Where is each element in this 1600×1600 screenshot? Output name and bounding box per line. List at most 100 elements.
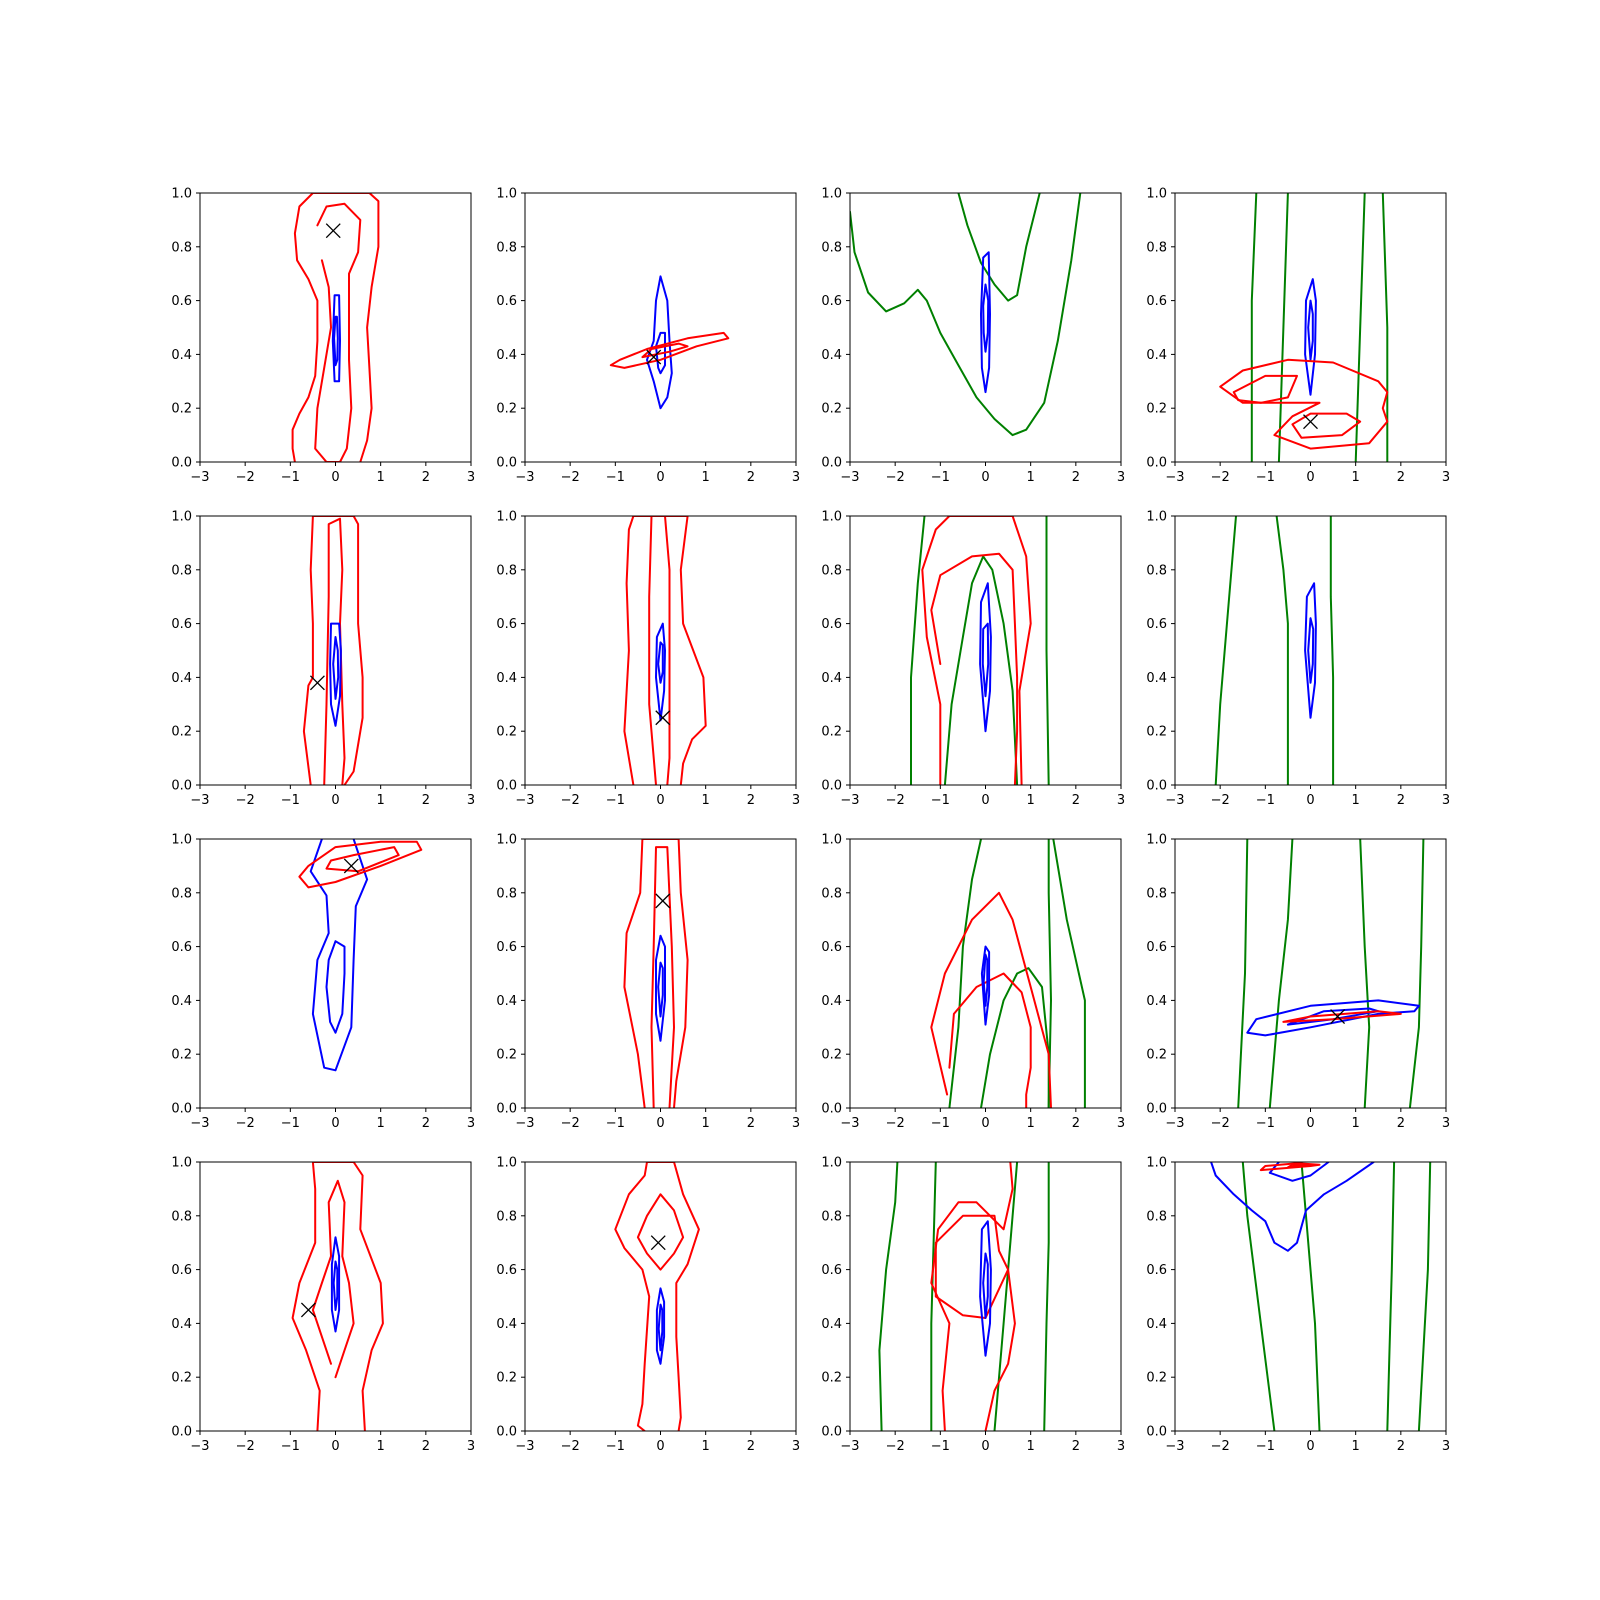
blue-contour-line (982, 953, 989, 1007)
x-tick-label: −1 (1256, 470, 1275, 485)
y-tick-label: 0.4 (1146, 994, 1167, 1009)
y-tick-label: 0.4 (171, 671, 192, 686)
subplot-5: −3 −2 −1 0 1 2 3 0.0 0.2 0.4 0.6 0.8 1.0 (171, 510, 475, 809)
x-tick-label: −1 (281, 1116, 300, 1131)
contour-group (623, 516, 707, 785)
x-tick-label: −3 (515, 793, 534, 808)
subplot-15: −3 −2 −1 0 1 2 3 0.0 0.2 0.4 0.6 0.8 1.0 (821, 1156, 1125, 1455)
x-tick-label: 3 (1117, 1116, 1125, 1131)
x-tick-label: 1 (702, 1116, 710, 1131)
x-tick-label: 3 (467, 470, 475, 485)
y-tick-label: 0.8 (1146, 240, 1167, 255)
x-tick-label: 0 (656, 1439, 664, 1454)
x-tick-label: 3 (467, 1439, 475, 1454)
y-tick-label: 0.0 (1146, 779, 1167, 794)
x-tick-label: 0 (656, 470, 664, 485)
green-contour-line (980, 967, 1050, 1108)
green-contour-line (1386, 1162, 1396, 1431)
x-tick-label: 0 (981, 1439, 989, 1454)
x-tick-label: −1 (606, 1116, 625, 1131)
red-contour-line (614, 1162, 700, 1431)
y-tick-label: 0.2 (496, 725, 517, 740)
x-tick-label: 3 (1117, 470, 1125, 485)
subplot-10: −3 −2 −1 0 1 2 3 0.0 0.2 0.4 0.6 0.8 1.0 (496, 833, 800, 1132)
x-tick-label: −3 (1165, 1439, 1184, 1454)
green-contour-line (1381, 193, 1389, 462)
blue-contour-line (979, 582, 992, 733)
y-tick-label: 0.4 (821, 994, 842, 1009)
blue-contour-line (309, 839, 369, 1072)
green-contour-line (1359, 839, 1371, 1108)
x-tick-label: −3 (1165, 793, 1184, 808)
y-tick-label: 0.0 (171, 1102, 192, 1117)
blue-contour-line (657, 1303, 664, 1352)
subplot-2: −3 −2 −1 0 1 2 3 0.0 0.2 0.4 0.6 0.8 1.0 (496, 187, 800, 486)
x-marker (300, 1302, 316, 1318)
blue-contour-line (655, 622, 666, 722)
y-tick-label: 0.6 (821, 1263, 842, 1278)
contour-group (1237, 839, 1425, 1108)
contour-group (930, 839, 1086, 1108)
x-tick-label: −3 (840, 1116, 859, 1131)
x-tick-label: −1 (931, 470, 950, 485)
x-tick-label: 1 (1352, 1116, 1360, 1131)
x-tick-label: 2 (422, 470, 430, 485)
x-tick-label: −2 (561, 1439, 580, 1454)
x-tick-label: −2 (236, 793, 255, 808)
y-tick-label: 0.0 (496, 779, 517, 794)
y-tick-label: 0.6 (496, 1263, 517, 1278)
x-tick-label: 3 (792, 793, 800, 808)
axes-frame (849, 515, 1122, 786)
red-contour-line (1219, 358, 1389, 450)
x-tick-label: −1 (606, 470, 625, 485)
y-tick-label: 0.8 (496, 563, 517, 578)
x-tick-label: −2 (886, 1116, 905, 1131)
y-tick-label: 1.0 (1146, 833, 1167, 848)
y-tick-label: 0.0 (496, 1425, 517, 1440)
red-contour-line (648, 516, 671, 785)
x-tick-label: −2 (1211, 1439, 1230, 1454)
y-tick-label: 0.2 (171, 402, 192, 417)
x-tick-label: −1 (1256, 1439, 1275, 1454)
x-tick-label: −2 (561, 1116, 580, 1131)
red-contour-line (623, 516, 707, 785)
green-contour-line (1241, 1162, 1276, 1431)
x-tick-label: −1 (281, 1439, 300, 1454)
red-contour-line (921, 516, 1032, 785)
x-tick-label: −2 (1211, 793, 1230, 808)
y-tick-label: 0.6 (821, 617, 842, 632)
y-tick-label: 0.8 (496, 886, 517, 901)
x-tick-label: 3 (792, 470, 800, 485)
x-tick-label: 3 (467, 793, 475, 808)
y-tick-label: 0.2 (1146, 725, 1167, 740)
red-contour-line (311, 1179, 355, 1379)
x-tick-label: −3 (515, 470, 534, 485)
y-tick-label: 0.0 (821, 456, 842, 471)
y-tick-label: 0.6 (496, 617, 517, 632)
y-tick-label: 0.2 (821, 402, 842, 417)
axes-frame (849, 838, 1122, 1109)
x-tick-label: −3 (1165, 470, 1184, 485)
x-marker (343, 858, 359, 874)
y-tick-label: 0.4 (496, 671, 517, 686)
x-tick-label: 0 (1306, 470, 1314, 485)
green-contour-line (1417, 1162, 1432, 1431)
blue-contour-line (329, 622, 342, 727)
red-contour-line (291, 193, 380, 462)
x-tick-label: −3 (190, 793, 209, 808)
subplot-4: −3 −2 −1 0 1 2 3 0.0 0.2 0.4 0.6 0.8 1.0 (1146, 187, 1450, 486)
x-tick-label: 3 (792, 1116, 800, 1131)
x-tick-label: −3 (1165, 1116, 1184, 1131)
x-tick-label: −1 (281, 793, 300, 808)
contour-group (291, 1162, 384, 1431)
red-contour-line (641, 342, 689, 359)
axes-frame (524, 838, 797, 1109)
y-tick-label: 1.0 (171, 833, 192, 848)
x-tick-label: −2 (886, 1439, 905, 1454)
green-contour-line (1237, 839, 1249, 1108)
x-marker (1330, 1009, 1346, 1024)
axes-frame (524, 1161, 797, 1432)
contour-group (302, 516, 364, 785)
red-contour-line (323, 517, 346, 785)
y-tick-label: 0.8 (496, 1209, 517, 1224)
